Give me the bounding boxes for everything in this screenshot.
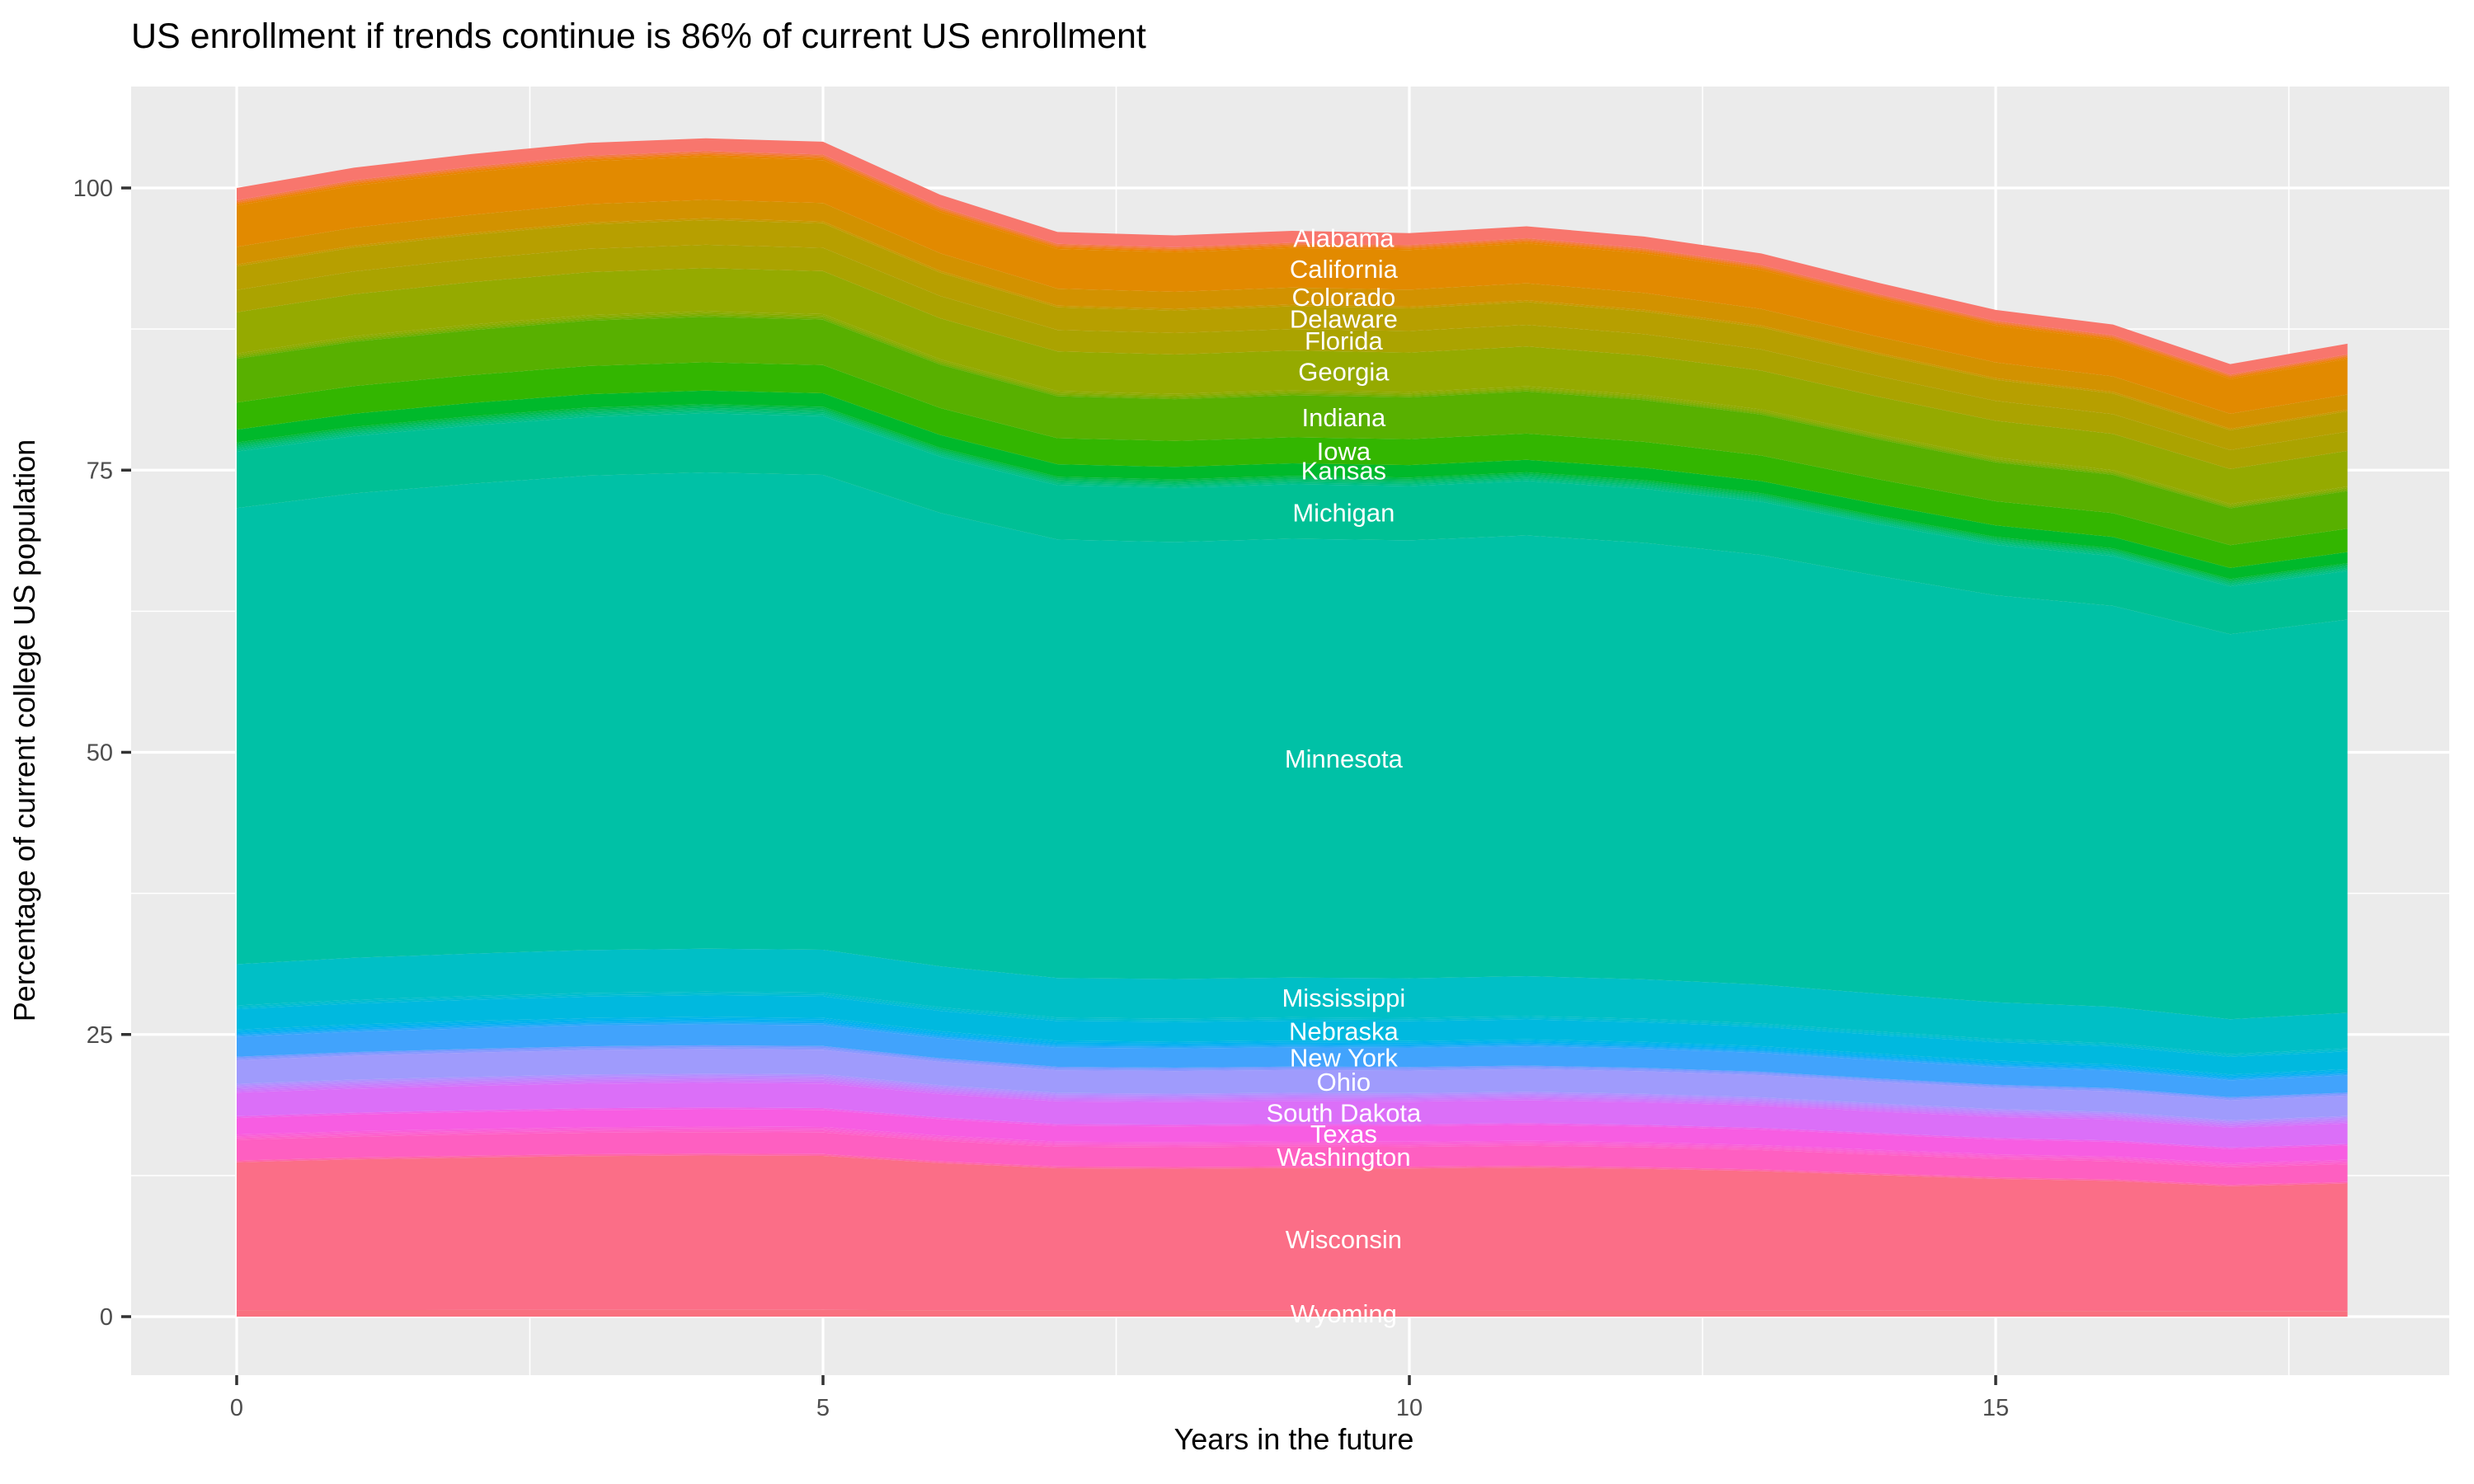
y-tick-label: 75	[87, 458, 113, 484]
area-band	[237, 1018, 2348, 1078]
area-band	[237, 1153, 2348, 1186]
area-delaware	[237, 220, 2348, 450]
y-tick-label: 25	[87, 1022, 113, 1049]
area-indiana	[237, 317, 2348, 546]
area-band	[237, 1047, 2348, 1101]
state-label-alabama: Alabama	[1293, 223, 1395, 252]
state-label-indiana: Indiana	[1302, 403, 1386, 432]
area-ohio	[237, 1049, 2348, 1120]
state-label-texas: Texas	[1310, 1120, 1377, 1148]
state-label-new-york: New York	[1290, 1043, 1398, 1072]
state-label-mississippi: Mississippi	[1282, 984, 1405, 1012]
area-band	[237, 1128, 2348, 1167]
state-label-ohio: Ohio	[1317, 1068, 1371, 1097]
state-label-iowa: Iowa	[1317, 437, 1371, 466]
state-label-kansas: Kansas	[1301, 456, 1386, 485]
area-band	[237, 1078, 2348, 1126]
area-band	[237, 1107, 2348, 1149]
area-band	[237, 1126, 2348, 1165]
x-tick-label: 0	[230, 1395, 243, 1421]
area-florida	[237, 244, 2348, 469]
area-minnesota	[237, 472, 2348, 1020]
area-band	[237, 1022, 2348, 1081]
state-label-california: California	[1290, 255, 1399, 284]
state-label-washington: Washington	[1277, 1143, 1411, 1172]
area-wisconsin	[237, 1155, 2348, 1312]
area-washington	[237, 1132, 2348, 1186]
state-label-florida: Florida	[1305, 326, 1384, 355]
y-tick-label: 0	[100, 1304, 113, 1331]
area-band	[237, 991, 2348, 1056]
area-kansas	[237, 390, 2348, 580]
area-new-york	[237, 1024, 2348, 1097]
area-mississippi	[237, 948, 2348, 1054]
state-label-georgia: Georgia	[1298, 357, 1390, 386]
state-label-michigan: Michigan	[1292, 498, 1395, 527]
state-label-colorado: Colorado	[1291, 283, 1395, 312]
area-georgia	[237, 268, 2348, 505]
state-label-minnesota: Minnesota	[1285, 744, 1404, 773]
area-wyoming	[237, 1309, 2348, 1317]
area-nebraska	[237, 995, 2348, 1075]
area-band	[237, 1045, 2348, 1099]
x-tick-label: 5	[816, 1395, 830, 1421]
area-band	[237, 1129, 2348, 1167]
x-tick-label: 15	[1982, 1395, 2009, 1421]
state-label-wisconsin: Wisconsin	[1286, 1225, 1402, 1254]
area-band	[237, 1075, 2348, 1124]
state-label-wyoming: Wyoming	[1291, 1299, 1397, 1328]
y-tick-label: 50	[87, 740, 113, 767]
area-band	[237, 1073, 2348, 1122]
area-california	[237, 157, 2348, 414]
y-axis-title: Percentage of current college US populat…	[7, 439, 41, 1021]
area-band	[237, 1077, 2348, 1125]
area-band	[237, 1021, 2348, 1079]
state-label-nebraska: Nebraska	[1289, 1017, 1399, 1045]
area-michigan	[237, 413, 2348, 635]
area-texas	[237, 1109, 2348, 1163]
state-label-south-dakota: South Dakota	[1266, 1099, 1422, 1128]
area-band	[237, 1017, 2348, 1076]
state-label-delaware: Delaware	[1290, 304, 1398, 333]
area-band	[237, 1081, 2348, 1128]
area-alabama	[237, 138, 2348, 375]
area-band	[237, 993, 2348, 1057]
area-colorado	[237, 200, 2348, 429]
x-axis-title: Years in the future	[1174, 1422, 1414, 1456]
x-tick-label: 10	[1396, 1395, 1423, 1421]
area-south-dakota	[237, 1082, 2348, 1148]
y-tick-label: 100	[73, 176, 113, 202]
chart-title: US enrollment if trends continue is 86% …	[131, 16, 1146, 56]
area-iowa	[237, 362, 2348, 568]
